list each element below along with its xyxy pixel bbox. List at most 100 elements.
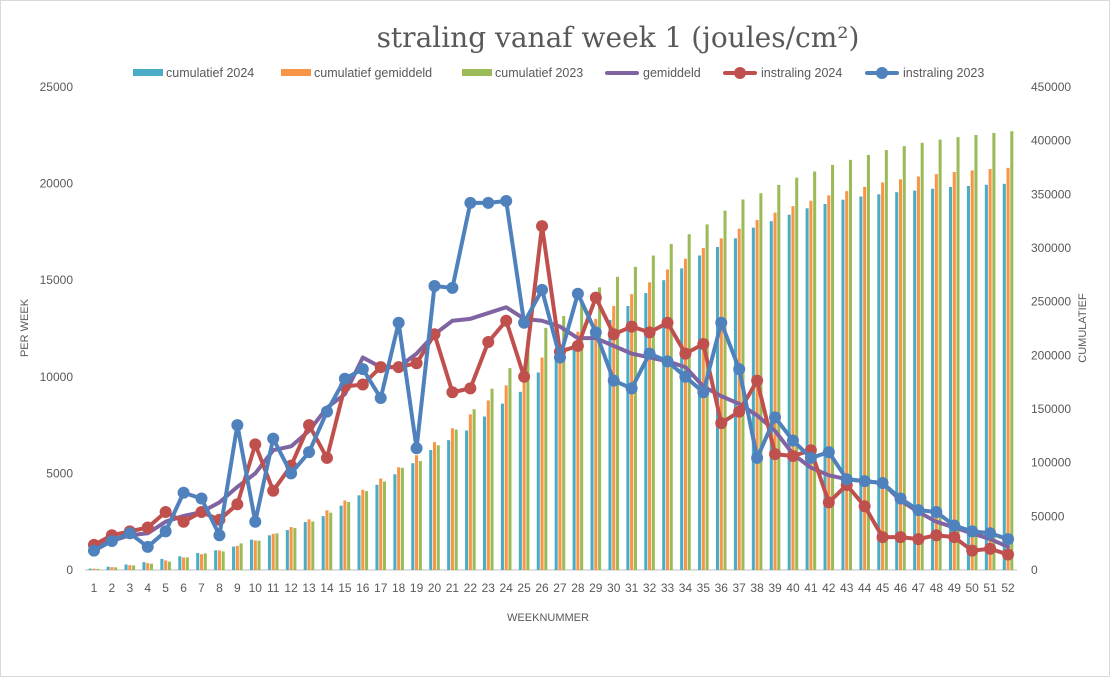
- x-tick-label: 46: [894, 581, 908, 595]
- bar-cumulatief-2024: [608, 319, 612, 570]
- bar-cumulatief-2023: [149, 563, 154, 570]
- legend-label: cumulatief 2024: [166, 66, 254, 80]
- point-instraling-2023: [948, 519, 961, 532]
- point-instraling-2024: [303, 419, 316, 432]
- bar-cumulatief-2024: [751, 227, 755, 571]
- legend-marker: [734, 67, 746, 79]
- bar-cumulatief-2023: [347, 502, 351, 570]
- point-instraling-2023: [267, 432, 280, 445]
- bar-cumulatief-gemiddeld: [576, 331, 580, 570]
- bar-cumulatief-gemiddeld: [253, 540, 257, 570]
- point-instraling-2023: [464, 196, 477, 209]
- x-tick-label: 3: [126, 581, 133, 595]
- x-tick-label: 42: [822, 581, 836, 595]
- bar-cumulatief-gemiddeld: [809, 200, 813, 570]
- legend-label: gemiddeld: [643, 66, 701, 80]
- point-instraling-2024: [984, 542, 997, 555]
- point-instraling-2023: [697, 386, 710, 399]
- point-instraling-2024: [320, 451, 333, 464]
- bar-cumulatief-gemiddeld: [486, 400, 490, 570]
- point-instraling-2023: [87, 544, 100, 557]
- point-instraling-2024: [518, 370, 531, 383]
- point-instraling-2023: [894, 492, 907, 505]
- bar-cumulatief-2024: [662, 280, 666, 570]
- y2-tick-label: 150000: [1031, 402, 1071, 416]
- bar-cumulatief-2024: [375, 484, 379, 570]
- point-instraling-2023: [320, 405, 333, 418]
- bar-cumulatief-2024: [482, 416, 487, 570]
- bar-cumulatief-2024: [465, 430, 469, 570]
- bar-cumulatief-gemiddeld: [791, 206, 795, 570]
- point-instraling-2023: [751, 451, 764, 464]
- bar-cumulatief-gemiddeld: [540, 357, 544, 570]
- bar-cumulatief-2023: [831, 164, 835, 571]
- legend-swatch: [462, 69, 492, 76]
- bar-cumulatief-gemiddeld: [450, 428, 454, 570]
- x-tick-label: 52: [1001, 581, 1015, 595]
- x-tick-label: 41: [804, 581, 818, 595]
- x-tick-label: 13: [302, 581, 316, 595]
- bar-cumulatief-2024: [88, 568, 92, 570]
- bar-cumulatief-gemiddeld: [92, 568, 96, 570]
- bar-cumulatief-2023: [454, 429, 458, 570]
- bar-cumulatief-2023: [114, 567, 118, 570]
- point-instraling-2023: [984, 527, 997, 540]
- line-instraling-2023: [91, 198, 1011, 553]
- bar-cumulatief-gemiddeld: [468, 414, 472, 570]
- bar-cumulatief-gemiddeld: [934, 174, 938, 570]
- point-instraling-2023: [715, 316, 728, 329]
- point-instraling-2024: [356, 378, 369, 391]
- x-tick-label: 15: [338, 581, 352, 595]
- point-instraling-2023: [930, 506, 943, 519]
- bar-cumulatief-2023: [669, 243, 673, 571]
- bar-cumulatief-2024: [877, 194, 881, 570]
- bar-cumulatief-2023: [902, 146, 906, 570]
- bar-cumulatief-2024: [931, 188, 935, 570]
- point-instraling-2023: [661, 355, 674, 368]
- x-tick-label: 1: [91, 581, 98, 595]
- bar-cumulatief-2023: [221, 551, 225, 570]
- point-instraling-2024: [948, 531, 961, 544]
- bar-cumulatief-2023: [633, 266, 637, 570]
- bar-cumulatief-gemiddeld: [630, 294, 634, 570]
- y2-tick-label: 50000: [1031, 509, 1065, 523]
- bar-cumulatief-gemiddeld: [558, 344, 562, 570]
- bar-cumulatief-gemiddeld: [146, 563, 150, 570]
- bar-cumulatief-2023: [598, 287, 602, 570]
- bar-cumulatief-2024: [285, 530, 289, 570]
- legend-label: instraling 2023: [903, 66, 984, 80]
- x-tick-label: 48: [930, 581, 944, 595]
- point-instraling-2023: [536, 283, 549, 296]
- bar-cumulatief-2023: [382, 481, 387, 570]
- point-instraling-2024: [876, 531, 889, 544]
- line-instraling-2024: [91, 224, 1011, 557]
- point-instraling-2024: [141, 521, 154, 534]
- bar-cumulatief-2024: [518, 391, 522, 570]
- bar-cumulatief-2023: [884, 150, 888, 571]
- point-instraling-2023: [589, 326, 602, 339]
- bar-cumulatief-gemiddeld: [701, 248, 705, 570]
- x-tick-label: 7: [198, 581, 205, 595]
- bar-cumulatief-2023: [526, 343, 530, 570]
- point-instraling-2023: [159, 525, 172, 538]
- x-tick-label: 6: [180, 581, 187, 595]
- legend-swatch: [133, 69, 163, 76]
- bar-cumulatief-2023: [275, 533, 279, 570]
- point-instraling-2024: [446, 386, 459, 399]
- point-instraling-2023: [105, 535, 118, 548]
- point-instraling-2023: [912, 504, 925, 517]
- bar-cumulatief-2024: [787, 214, 791, 571]
- bar-cumulatief-gemiddeld: [343, 500, 347, 570]
- bar-cumulatief-2024: [859, 196, 863, 571]
- x-tick-label: 5: [162, 581, 169, 595]
- y-tick-label: 5000: [46, 466, 73, 480]
- bar-cumulatief-gemiddeld: [235, 545, 239, 570]
- x-tick-label: 2: [109, 581, 116, 595]
- bar-cumulatief-2024: [232, 546, 236, 570]
- bar-cumulatief-2023: [777, 184, 781, 570]
- chart-title: straling vanaf week 1 (joules/cm²): [377, 21, 860, 54]
- bar-cumulatief-gemiddeld: [845, 191, 849, 571]
- x-tick-label: 28: [571, 581, 585, 595]
- bar-cumulatief-2023: [311, 521, 315, 570]
